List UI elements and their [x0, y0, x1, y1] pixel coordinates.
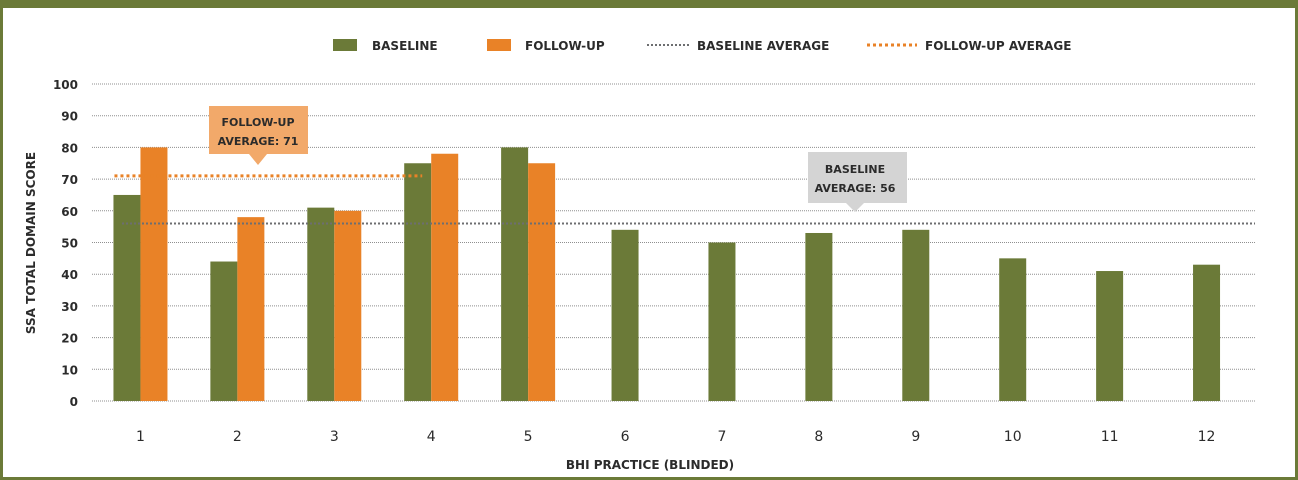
bar-baseline-12 — [1193, 264, 1221, 401]
legend-label-follow-up: FOLLOW-UP — [525, 39, 605, 53]
y-tick-label: 20 — [61, 332, 78, 346]
bar-follow-up-4 — [431, 153, 459, 401]
x-axis-label: BHI PRACTICE (BLINDED) — [566, 458, 734, 472]
y-tick-label: 10 — [61, 363, 78, 377]
average-callouts: FOLLOW-UP AVERAGE: 71 BASELINE AVERAGE: 56 — [209, 106, 907, 212]
legend-label-baseline-average: BASELINE AVERAGE — [697, 39, 829, 53]
bar-baseline-8 — [805, 232, 833, 401]
y-tick-label: 70 — [61, 173, 78, 187]
legend-swatch-baseline — [333, 39, 357, 51]
follow-up-average-callout-box — [209, 106, 308, 165]
bar-follow-up-5 — [528, 163, 556, 401]
legend: BASELINE FOLLOW-UP BASELINE AVERAGE FOLL… — [333, 39, 1071, 53]
bar-baseline-10 — [999, 258, 1027, 401]
follow-up-average-callout-line2: AVERAGE: 71 — [218, 135, 299, 148]
bar-baseline-6 — [611, 229, 639, 401]
bar-baseline-5 — [501, 147, 529, 401]
x-tick-label: 9 — [911, 429, 920, 445]
y-tick-label: 30 — [61, 300, 78, 314]
bar-baseline-2 — [210, 261, 238, 401]
x-tick-label: 2 — [233, 429, 242, 445]
bar-follow-up-3 — [334, 210, 362, 401]
bars — [113, 147, 1221, 401]
average-lines — [114, 174, 1255, 225]
bar-baseline-11 — [1096, 271, 1124, 401]
bar-follow-up-1 — [140, 147, 168, 401]
bar-baseline-9 — [902, 229, 930, 401]
bar-follow-up-2 — [237, 217, 265, 401]
baseline-average-callout-line1: BASELINE — [825, 163, 885, 176]
y-tick-label: 50 — [61, 237, 78, 251]
x-tick-label: 11 — [1101, 429, 1119, 445]
x-tick-label: 8 — [814, 429, 823, 445]
x-tick-label: 4 — [427, 429, 436, 445]
x-tick-label: 7 — [717, 429, 726, 445]
bar-baseline-4 — [404, 163, 432, 401]
x-tick-label: 12 — [1198, 429, 1216, 445]
baseline-average-callout-box — [808, 152, 907, 212]
bar-baseline-1 — [113, 194, 141, 401]
legend-label-follow-up-average: FOLLOW-UP AVERAGE — [925, 39, 1071, 53]
baseline-average-callout-line2: AVERAGE: 56 — [815, 182, 896, 195]
x-tick-labels: 1 2 3 4 5 6 7 8 9 10 11 12 — [136, 429, 1215, 445]
y-tick-label: 100 — [53, 78, 78, 92]
bar-baseline-3 — [307, 207, 335, 401]
y-tick-label: 80 — [61, 141, 78, 155]
legend-swatch-follow-up — [487, 39, 511, 51]
y-tick-label: 0 — [70, 395, 78, 409]
follow-up-average-callout-line1: FOLLOW-UP — [221, 116, 294, 129]
bar-baseline-7 — [708, 242, 736, 401]
x-tick-label: 5 — [524, 429, 533, 445]
y-tick-label: 90 — [61, 110, 78, 124]
x-tick-label: 6 — [621, 429, 630, 445]
legend-label-baseline: BASELINE — [372, 39, 438, 53]
y-tick-labels: 0 10 20 30 40 50 60 70 80 90 100 — [53, 78, 78, 409]
x-tick-label: 1 — [136, 429, 145, 445]
x-tick-label: 10 — [1004, 429, 1022, 445]
y-axis-label: SSA TOTAL DOMAIN SCORE — [24, 152, 38, 334]
y-tick-label: 40 — [61, 268, 78, 282]
y-tick-label: 60 — [61, 205, 78, 219]
x-tick-label: 3 — [330, 429, 339, 445]
